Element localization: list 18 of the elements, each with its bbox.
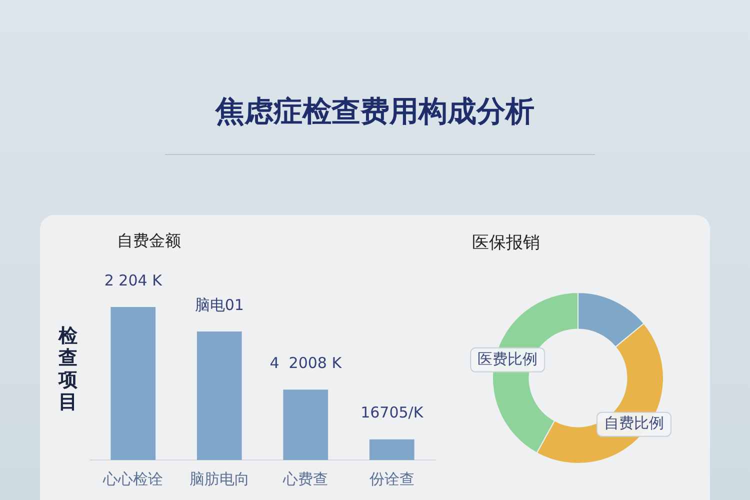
bar <box>196 331 242 460</box>
x-tick-label: 心费查 <box>282 470 328 488</box>
chart-title: 医保报销 <box>472 232 540 254</box>
x-tick-label: 脑肪电向 <box>189 470 250 488</box>
y-axis-title: 检查项目 <box>57 325 78 413</box>
bar <box>369 439 414 460</box>
chart-subtitle: 自费金额 <box>117 231 181 252</box>
slice-label: 自费比例 <box>604 414 664 432</box>
x-tick-label: 心心检诠 <box>102 470 164 488</box>
annotation: 4 2008 K <box>270 354 343 372</box>
slice-label: 医费比例 <box>478 350 538 368</box>
bar <box>283 390 328 460</box>
bar <box>110 307 156 460</box>
x-tick-label: 份诠查 <box>369 470 414 488</box>
annotation: 16705/K <box>360 404 424 422</box>
chart-title: 焦虑症检查费用构成分析 <box>214 93 536 130</box>
text: 2 204 K <box>104 271 164 290</box>
annotation: 脑电01 <box>194 296 244 314</box>
